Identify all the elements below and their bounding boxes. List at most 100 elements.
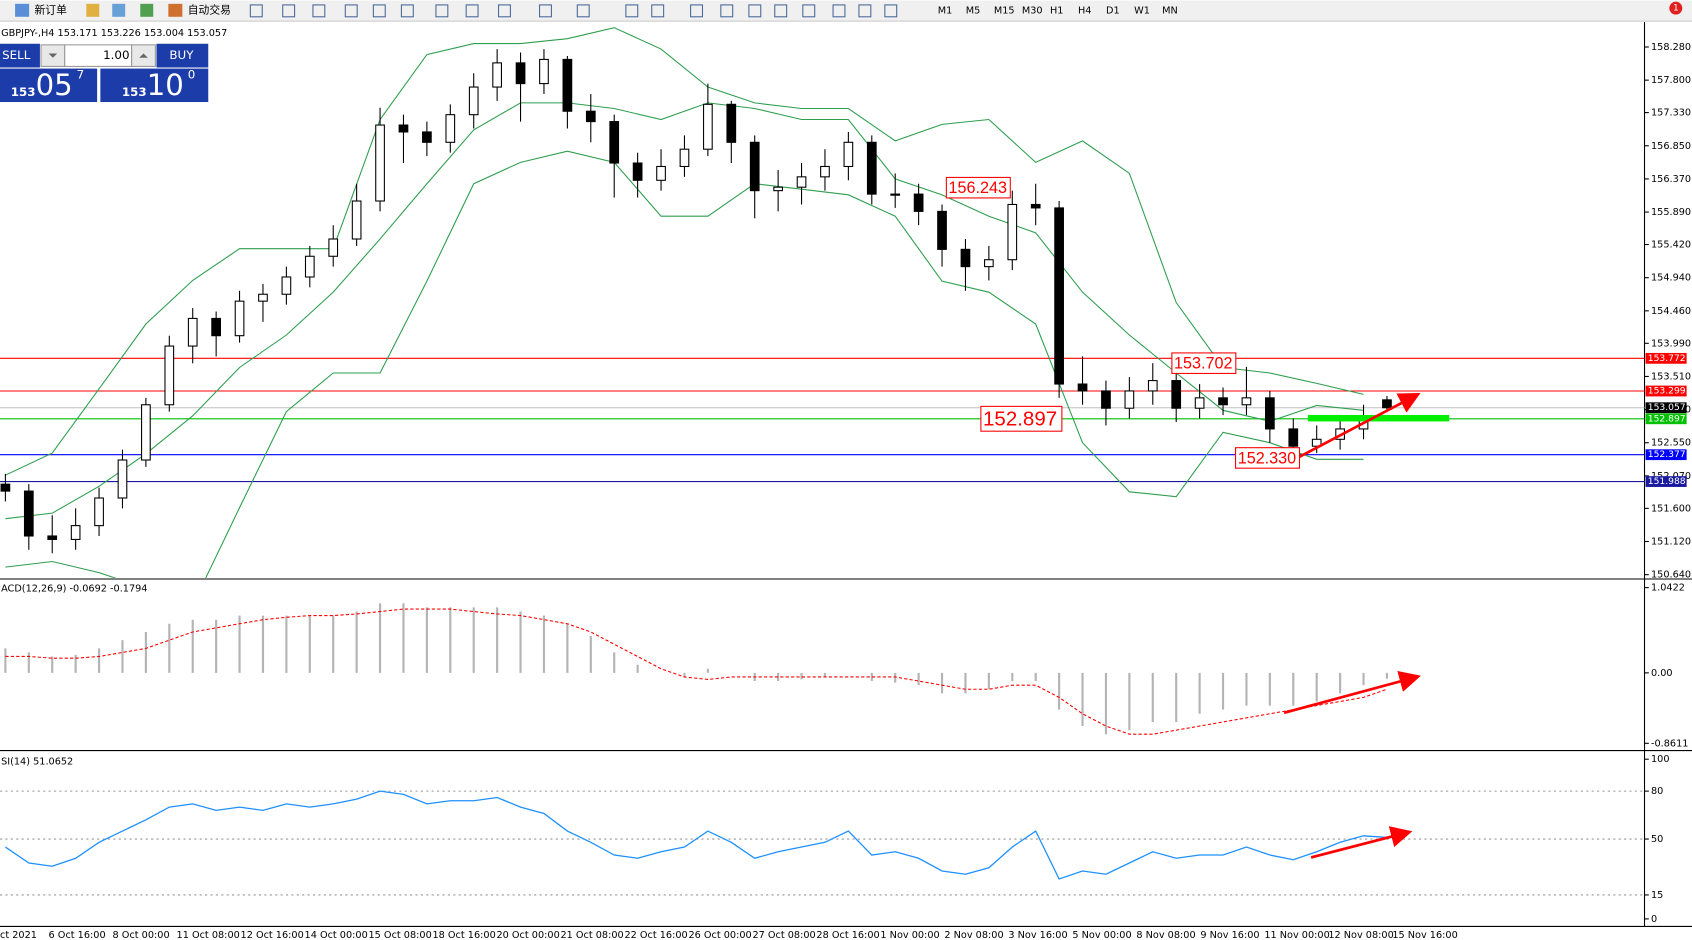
tool-icon[interactable] bbox=[400, 4, 414, 18]
candle-body bbox=[468, 86, 479, 116]
time-label: 11 Oct 08:00 bbox=[177, 930, 240, 940]
tool-icon[interactable] bbox=[497, 4, 511, 18]
candle-body bbox=[1382, 399, 1392, 409]
icon[interactable] bbox=[140, 3, 154, 17]
tool-icon[interactable] bbox=[832, 4, 846, 18]
candle-body bbox=[1077, 383, 1088, 392]
icon[interactable] bbox=[86, 3, 100, 17]
sell-price-main: 05 bbox=[36, 68, 73, 102]
candle-body bbox=[1171, 380, 1182, 409]
notification-badge[interactable] bbox=[1669, 1, 1683, 15]
auto-trading-icon[interactable] bbox=[168, 3, 183, 17]
candle-body bbox=[258, 293, 268, 302]
y-tick-label: 154.460 bbox=[1651, 306, 1691, 317]
tool-icon[interactable] bbox=[858, 4, 872, 18]
macd-header: ACD(12,26,9) -0.0692 -0.1794 bbox=[1, 584, 147, 595]
timeframe-button[interactable]: H4 bbox=[1078, 5, 1091, 16]
tool-icon[interactable] bbox=[344, 4, 358, 18]
sell-button[interactable] bbox=[0, 43, 40, 68]
candle-body bbox=[70, 525, 81, 540]
y-tick-label: 0.00 bbox=[1651, 668, 1673, 679]
timeframe-button[interactable]: D1 bbox=[1106, 5, 1120, 16]
candle-body bbox=[23, 490, 34, 537]
support-marker bbox=[1307, 414, 1450, 422]
candle-body bbox=[445, 114, 456, 143]
tool-icon[interactable] bbox=[465, 4, 479, 18]
tool-icon[interactable] bbox=[774, 4, 788, 18]
candle-body bbox=[726, 103, 737, 143]
tool-icon[interactable] bbox=[748, 4, 762, 18]
arrow-icon bbox=[48, 53, 58, 58]
tool-icon[interactable] bbox=[372, 4, 386, 18]
tool-icon[interactable] bbox=[282, 4, 296, 18]
new-order-icon[interactable] bbox=[15, 3, 30, 17]
timeframe-button[interactable]: M15 bbox=[994, 5, 1015, 16]
sell-price-point: 7 bbox=[77, 68, 85, 82]
lot-value: 1.00 bbox=[103, 48, 129, 62]
y-tick-label: 1.0422 bbox=[1651, 583, 1685, 594]
tool-icon[interactable] bbox=[312, 4, 326, 18]
tool-icon[interactable] bbox=[690, 4, 704, 18]
price-label: 153.057 bbox=[1648, 402, 1686, 413]
arrow-icon bbox=[139, 53, 148, 58]
time-label: ct 2021 bbox=[0, 930, 37, 940]
auto-trading-button[interactable]: 自动交易 bbox=[188, 3, 231, 16]
price-annotation-box bbox=[980, 405, 1063, 432]
timeframe-button[interactable]: M30 bbox=[1022, 5, 1043, 16]
price-label-box bbox=[1645, 402, 1687, 414]
time-label: 22 Oct 16:00 bbox=[624, 930, 687, 940]
time-label: 20 Oct 00:00 bbox=[496, 930, 559, 940]
candle-body bbox=[141, 404, 151, 461]
time-label: 6 Oct 16:00 bbox=[49, 930, 106, 940]
candle-body bbox=[1007, 203, 1018, 261]
icon[interactable] bbox=[112, 3, 126, 17]
tool-icon[interactable] bbox=[625, 4, 639, 18]
candle-body bbox=[913, 193, 924, 212]
time-label: 15 Oct 08:00 bbox=[369, 930, 432, 940]
candle-body bbox=[632, 162, 643, 181]
candle-body bbox=[1194, 397, 1205, 409]
price-label: 152.377 bbox=[1648, 449, 1686, 460]
timeframe-button[interactable]: H1 bbox=[1050, 5, 1063, 16]
candle-body bbox=[47, 535, 58, 540]
time-label: 14 Oct 00:00 bbox=[305, 930, 368, 940]
candle-body bbox=[585, 110, 596, 123]
time-label: 2 Nov 08:00 bbox=[944, 930, 1003, 940]
timeframe-button[interactable]: M5 bbox=[966, 5, 981, 16]
time-label: 9 Nov 16:00 bbox=[1200, 930, 1259, 940]
time-label: 1 Nov 00:00 bbox=[880, 930, 939, 940]
trend-arrow bbox=[1310, 826, 1413, 859]
timeframe-button[interactable]: M1 bbox=[938, 5, 953, 16]
candle-body bbox=[749, 141, 760, 192]
buy-label: BUY bbox=[169, 48, 194, 62]
candle-body bbox=[562, 58, 573, 112]
tool-icon[interactable] bbox=[576, 4, 590, 18]
rsi-header: SI(14) 51.0652 bbox=[1, 756, 73, 767]
buy-price-big: 153 bbox=[122, 85, 147, 99]
new-order-button[interactable]: 新订单 bbox=[35, 3, 68, 16]
tool-icon[interactable] bbox=[435, 4, 449, 18]
tool-icon[interactable] bbox=[651, 4, 665, 18]
buy-price-box[interactable] bbox=[100, 68, 209, 103]
tool-icon[interactable] bbox=[249, 4, 263, 18]
tool-icon[interactable] bbox=[884, 4, 898, 18]
price-label-box bbox=[1645, 413, 1687, 425]
y-tick-label: 155.890 bbox=[1651, 207, 1691, 218]
toolbar-icons: M1 M5 M15 M30 H1 H4 D1 W1 MN bbox=[249, 4, 1178, 18]
timeframe-button[interactable]: W1 bbox=[1134, 5, 1150, 16]
tool-icon[interactable] bbox=[720, 4, 734, 18]
y-tick-label: 153.510 bbox=[1651, 371, 1691, 382]
time-label: 5 Nov 00:00 bbox=[1072, 930, 1131, 940]
buy-button[interactable] bbox=[156, 43, 209, 68]
price-label: 153.299 bbox=[1648, 386, 1686, 397]
y-tick-label: 157.800 bbox=[1651, 75, 1691, 86]
timeframe-button[interactable]: MN bbox=[1162, 5, 1178, 16]
tool-icon[interactable] bbox=[802, 4, 816, 18]
candle-body bbox=[703, 103, 713, 150]
time-label: 26 Oct 00:00 bbox=[688, 930, 751, 940]
candle-body bbox=[796, 176, 807, 188]
candle-body bbox=[1265, 397, 1275, 430]
tool-icon[interactable] bbox=[539, 4, 552, 18]
price-label: 151.988 bbox=[1648, 476, 1686, 487]
sell-price-box[interactable] bbox=[0, 68, 98, 103]
